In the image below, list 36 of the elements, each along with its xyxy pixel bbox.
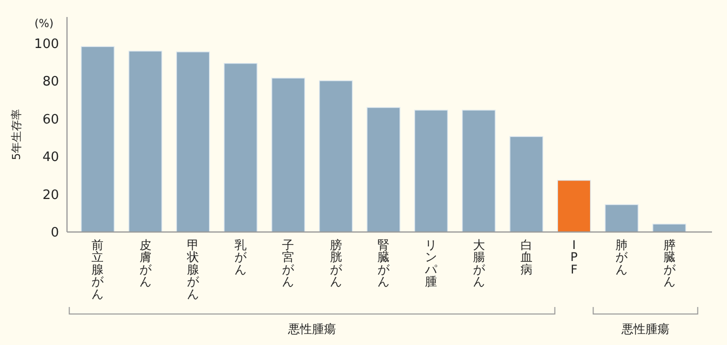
x-tick-label: 皮膚がん <box>139 238 152 289</box>
bar <box>557 180 591 232</box>
x-tick-label: 甲状腺がん <box>186 238 200 301</box>
text: (%) <box>34 17 54 30</box>
bar <box>319 80 353 232</box>
text: 悪性腫瘍 <box>620 322 670 336</box>
bar <box>510 136 544 232</box>
bar <box>462 110 496 232</box>
bar <box>128 50 162 232</box>
x-tick-label: 腎臓がん <box>378 238 390 289</box>
x-tick-label: 乳がん <box>234 238 248 276</box>
y-tick-label: 60 <box>42 112 59 128</box>
bar <box>604 204 638 232</box>
x-tick-label: 膵臓がん <box>663 238 676 289</box>
x-tick-label: 肺がん <box>616 238 629 276</box>
x-tick-label: 膀胱がん <box>330 238 343 289</box>
y-tick-label: 20 <box>42 188 59 203</box>
x-tick-label: 子宮がん <box>282 238 296 289</box>
y-tick-label: 80 <box>42 74 59 90</box>
y-tick-label: 0 <box>50 226 59 241</box>
y-tick-label: 40 <box>42 150 59 166</box>
text: 悪性腫瘍 <box>287 322 336 336</box>
bar <box>80 46 115 232</box>
bar <box>414 110 448 232</box>
x-tick-label: 大腸がん <box>472 238 486 289</box>
x-tick-label: IPF <box>570 238 578 276</box>
x-tick-label: 白血病 <box>520 238 532 276</box>
bar <box>224 62 258 232</box>
y-tick-label: 100 <box>34 36 59 52</box>
y-axis-title: 5年生存率 <box>10 109 23 160</box>
bar <box>271 78 306 232</box>
x-tick-label: 前立腺がん <box>92 238 105 301</box>
bar <box>176 51 210 232</box>
x-tick-label: リンパ腫 <box>424 238 438 289</box>
bar <box>366 107 400 232</box>
bar <box>652 224 686 232</box>
